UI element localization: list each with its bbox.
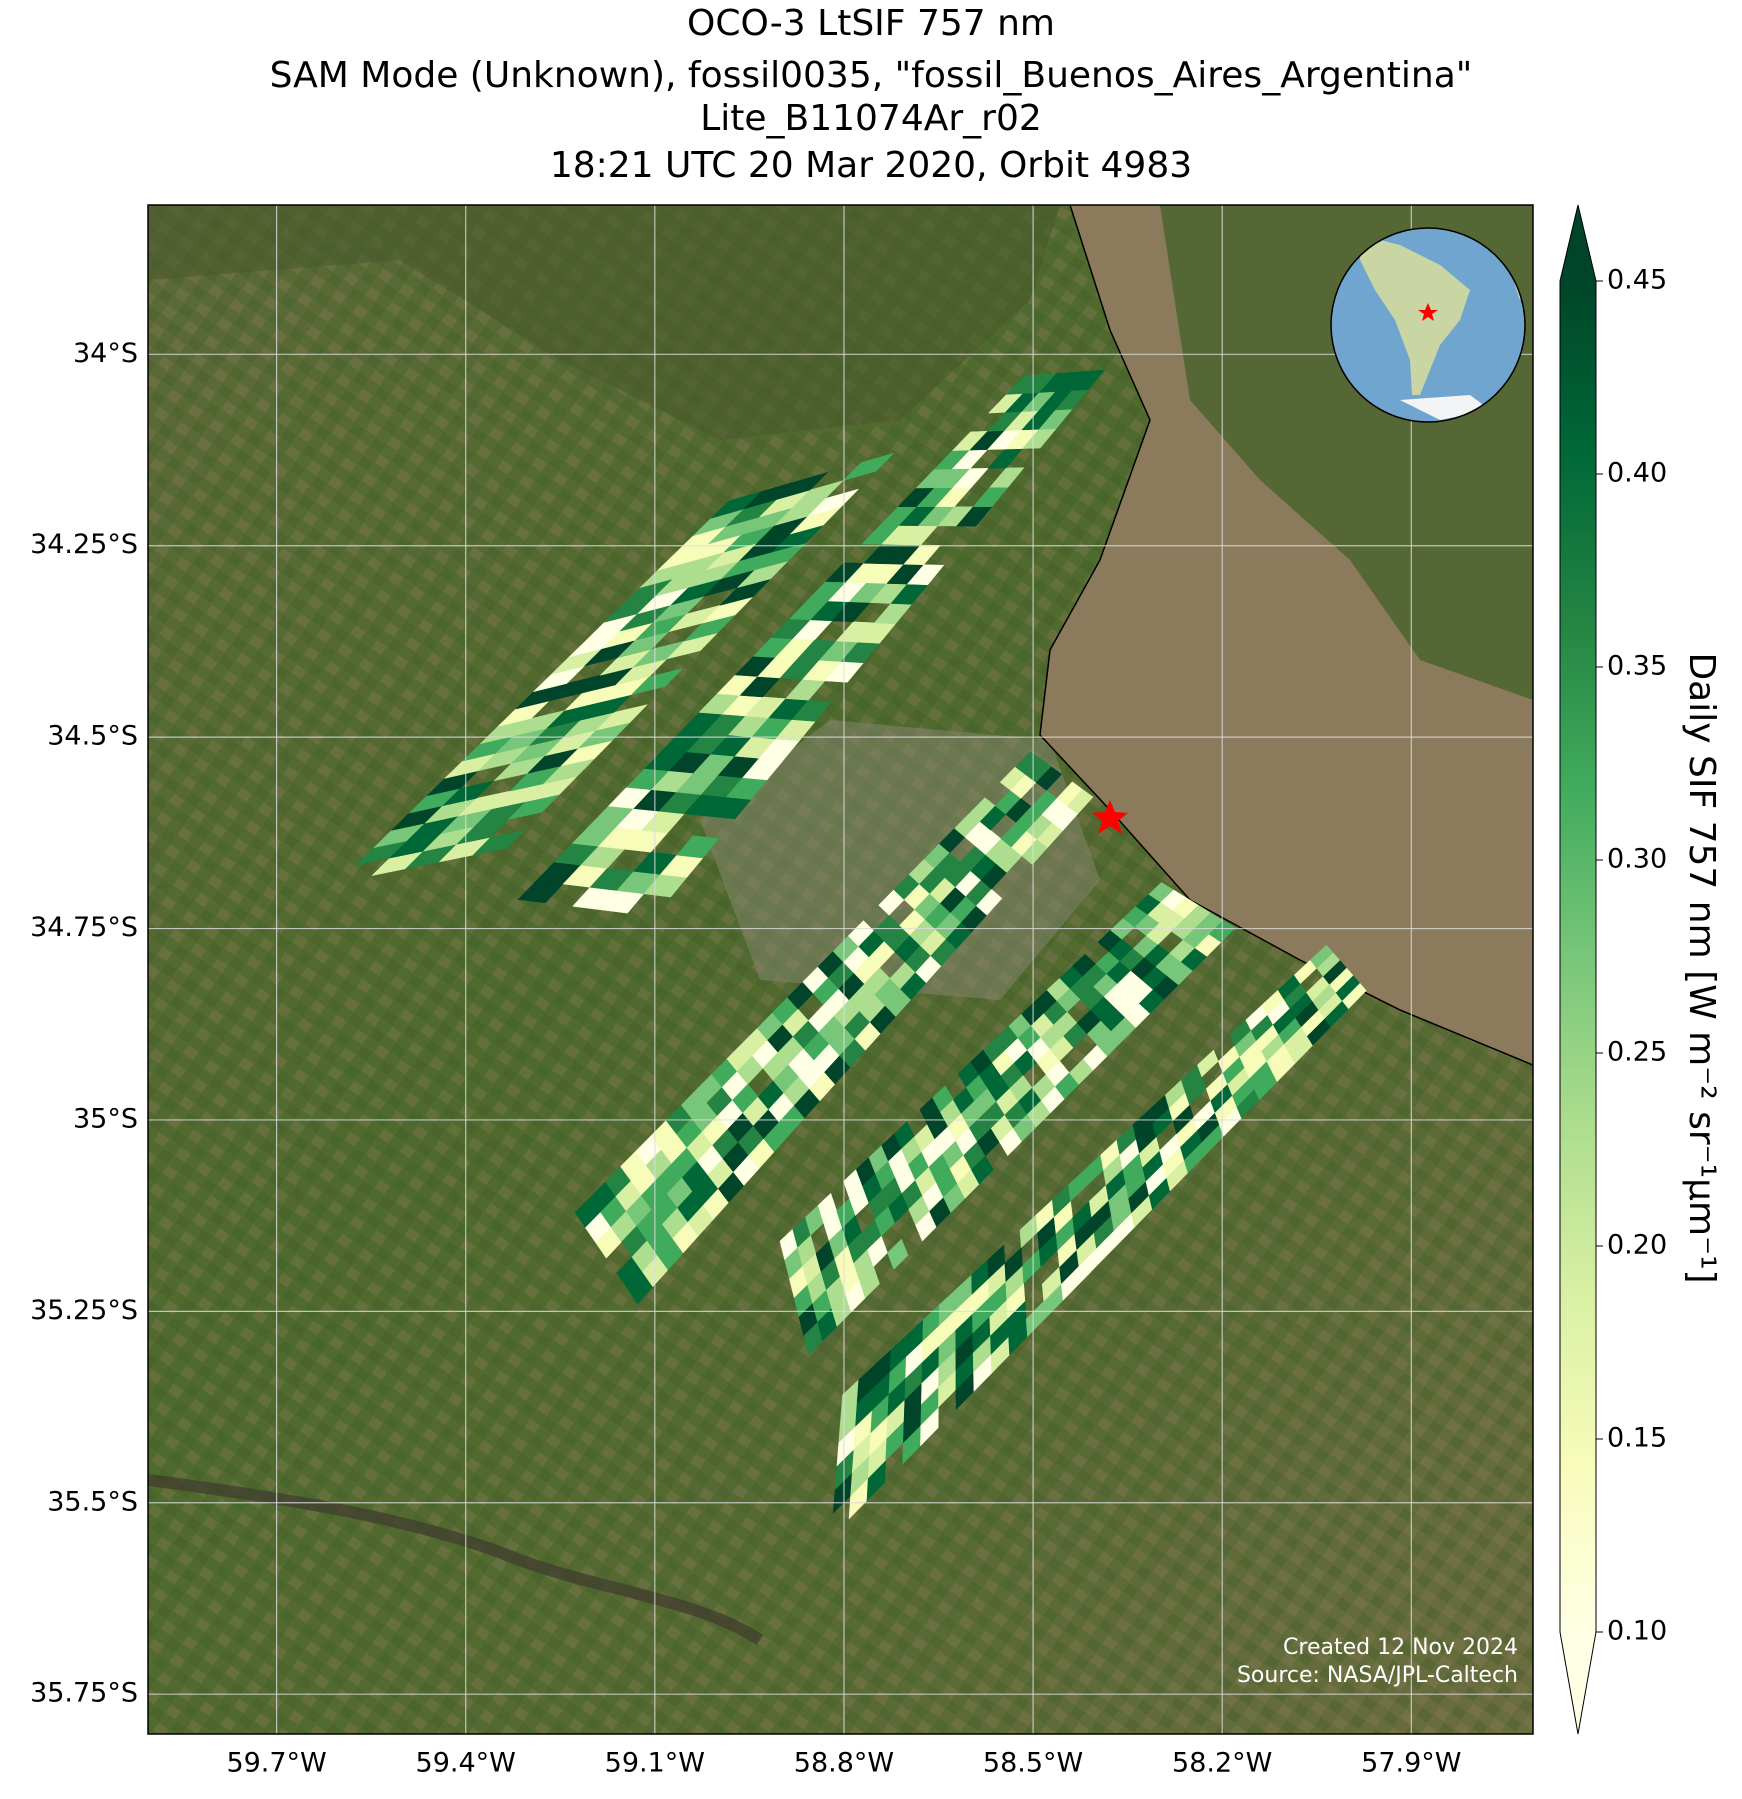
colorbar-extend-max xyxy=(1560,205,1596,281)
y-tick-label: 34.5°S xyxy=(47,721,138,752)
footprint xyxy=(887,1238,909,1270)
x-tick-label: 59.7°W xyxy=(226,1748,326,1779)
colorbar-tick-label: 0.15 xyxy=(1607,1423,1667,1454)
y-tick-label: 35.25°S xyxy=(30,1295,138,1326)
title-line: Lite_B11074Ar_r02 xyxy=(700,98,1042,139)
footprint xyxy=(987,1244,1006,1280)
y-tick-label: 35.5°S xyxy=(47,1486,138,1517)
footprint xyxy=(1197,1049,1219,1078)
colorbar-tick-label: 0.45 xyxy=(1607,265,1667,296)
footprint xyxy=(1067,789,1094,815)
title-line: 18:21 UTC 20 Mar 2020, Orbit 4983 xyxy=(550,145,1192,186)
y-tick-label: 34.25°S xyxy=(30,529,138,560)
title-line: SAM Mode (Unknown), fossil0035, "fossil_… xyxy=(270,55,1473,96)
x-tick-label: 58.5°W xyxy=(983,1748,1083,1779)
footprint xyxy=(791,699,832,722)
y-tick-label: 35.75°S xyxy=(30,1678,138,1709)
footprint xyxy=(971,1155,994,1185)
footprint xyxy=(842,452,895,482)
footprint xyxy=(1035,766,1063,791)
footprint xyxy=(807,488,860,517)
y-tick-label: 35°S xyxy=(73,1103,138,1134)
x-tick-label: 59.1°W xyxy=(605,1748,705,1779)
footprint xyxy=(906,564,945,586)
colorbar-extend-min xyxy=(1560,1632,1596,1734)
x-tick-label: 58.8°W xyxy=(794,1748,894,1779)
x-tick-label: 58.2°W xyxy=(1172,1748,1272,1779)
footprint xyxy=(1309,944,1334,969)
footprint xyxy=(1071,369,1105,391)
colorbar-tick-label: 0.25 xyxy=(1607,1037,1667,1068)
map-frame xyxy=(147,204,1534,1735)
locator-globe xyxy=(1330,227,1526,423)
x-tick-label: 57.9°W xyxy=(1361,1748,1461,1779)
site-marker xyxy=(1092,800,1128,834)
footprint xyxy=(859,1266,880,1299)
colorbar-label: Daily SIF 757 nm [W m⁻² sr⁻¹μm⁻¹] xyxy=(1681,652,1722,1283)
credit: Source: NASA/JPL-Caltech xyxy=(1237,1663,1518,1688)
gridlines xyxy=(148,205,1533,1734)
footprint xyxy=(595,704,649,731)
y-tick-label: 34°S xyxy=(73,338,138,369)
footprint xyxy=(776,472,828,500)
credit: Created 12 Nov 2024 xyxy=(1283,1635,1518,1660)
footprint xyxy=(676,835,720,859)
x-tick-label: 59.4°W xyxy=(416,1748,516,1779)
colorbar-tick-label: 0.40 xyxy=(1607,458,1667,489)
colorbar-body xyxy=(1560,281,1596,1632)
footprint xyxy=(630,668,684,696)
footprint xyxy=(472,829,526,856)
footprint xyxy=(975,888,1003,916)
colorbar-tick-label: 0.35 xyxy=(1607,651,1667,682)
y-tick-label: 34.75°S xyxy=(30,912,138,943)
colorbar-tick-label: 0.30 xyxy=(1607,844,1667,875)
footprint xyxy=(989,467,1025,488)
colorbar-tick-label: 0.10 xyxy=(1607,1616,1667,1647)
title-line: OCO-3 LtSIF 757 nm xyxy=(687,3,1055,44)
sif-footprints xyxy=(355,369,1367,1520)
colorbar: 0.10 0.15 0.20 0.25 0.30 0.35 0.40 0.45 xyxy=(1559,204,1667,1735)
colorbar-tick-label: 0.20 xyxy=(1607,1230,1667,1261)
